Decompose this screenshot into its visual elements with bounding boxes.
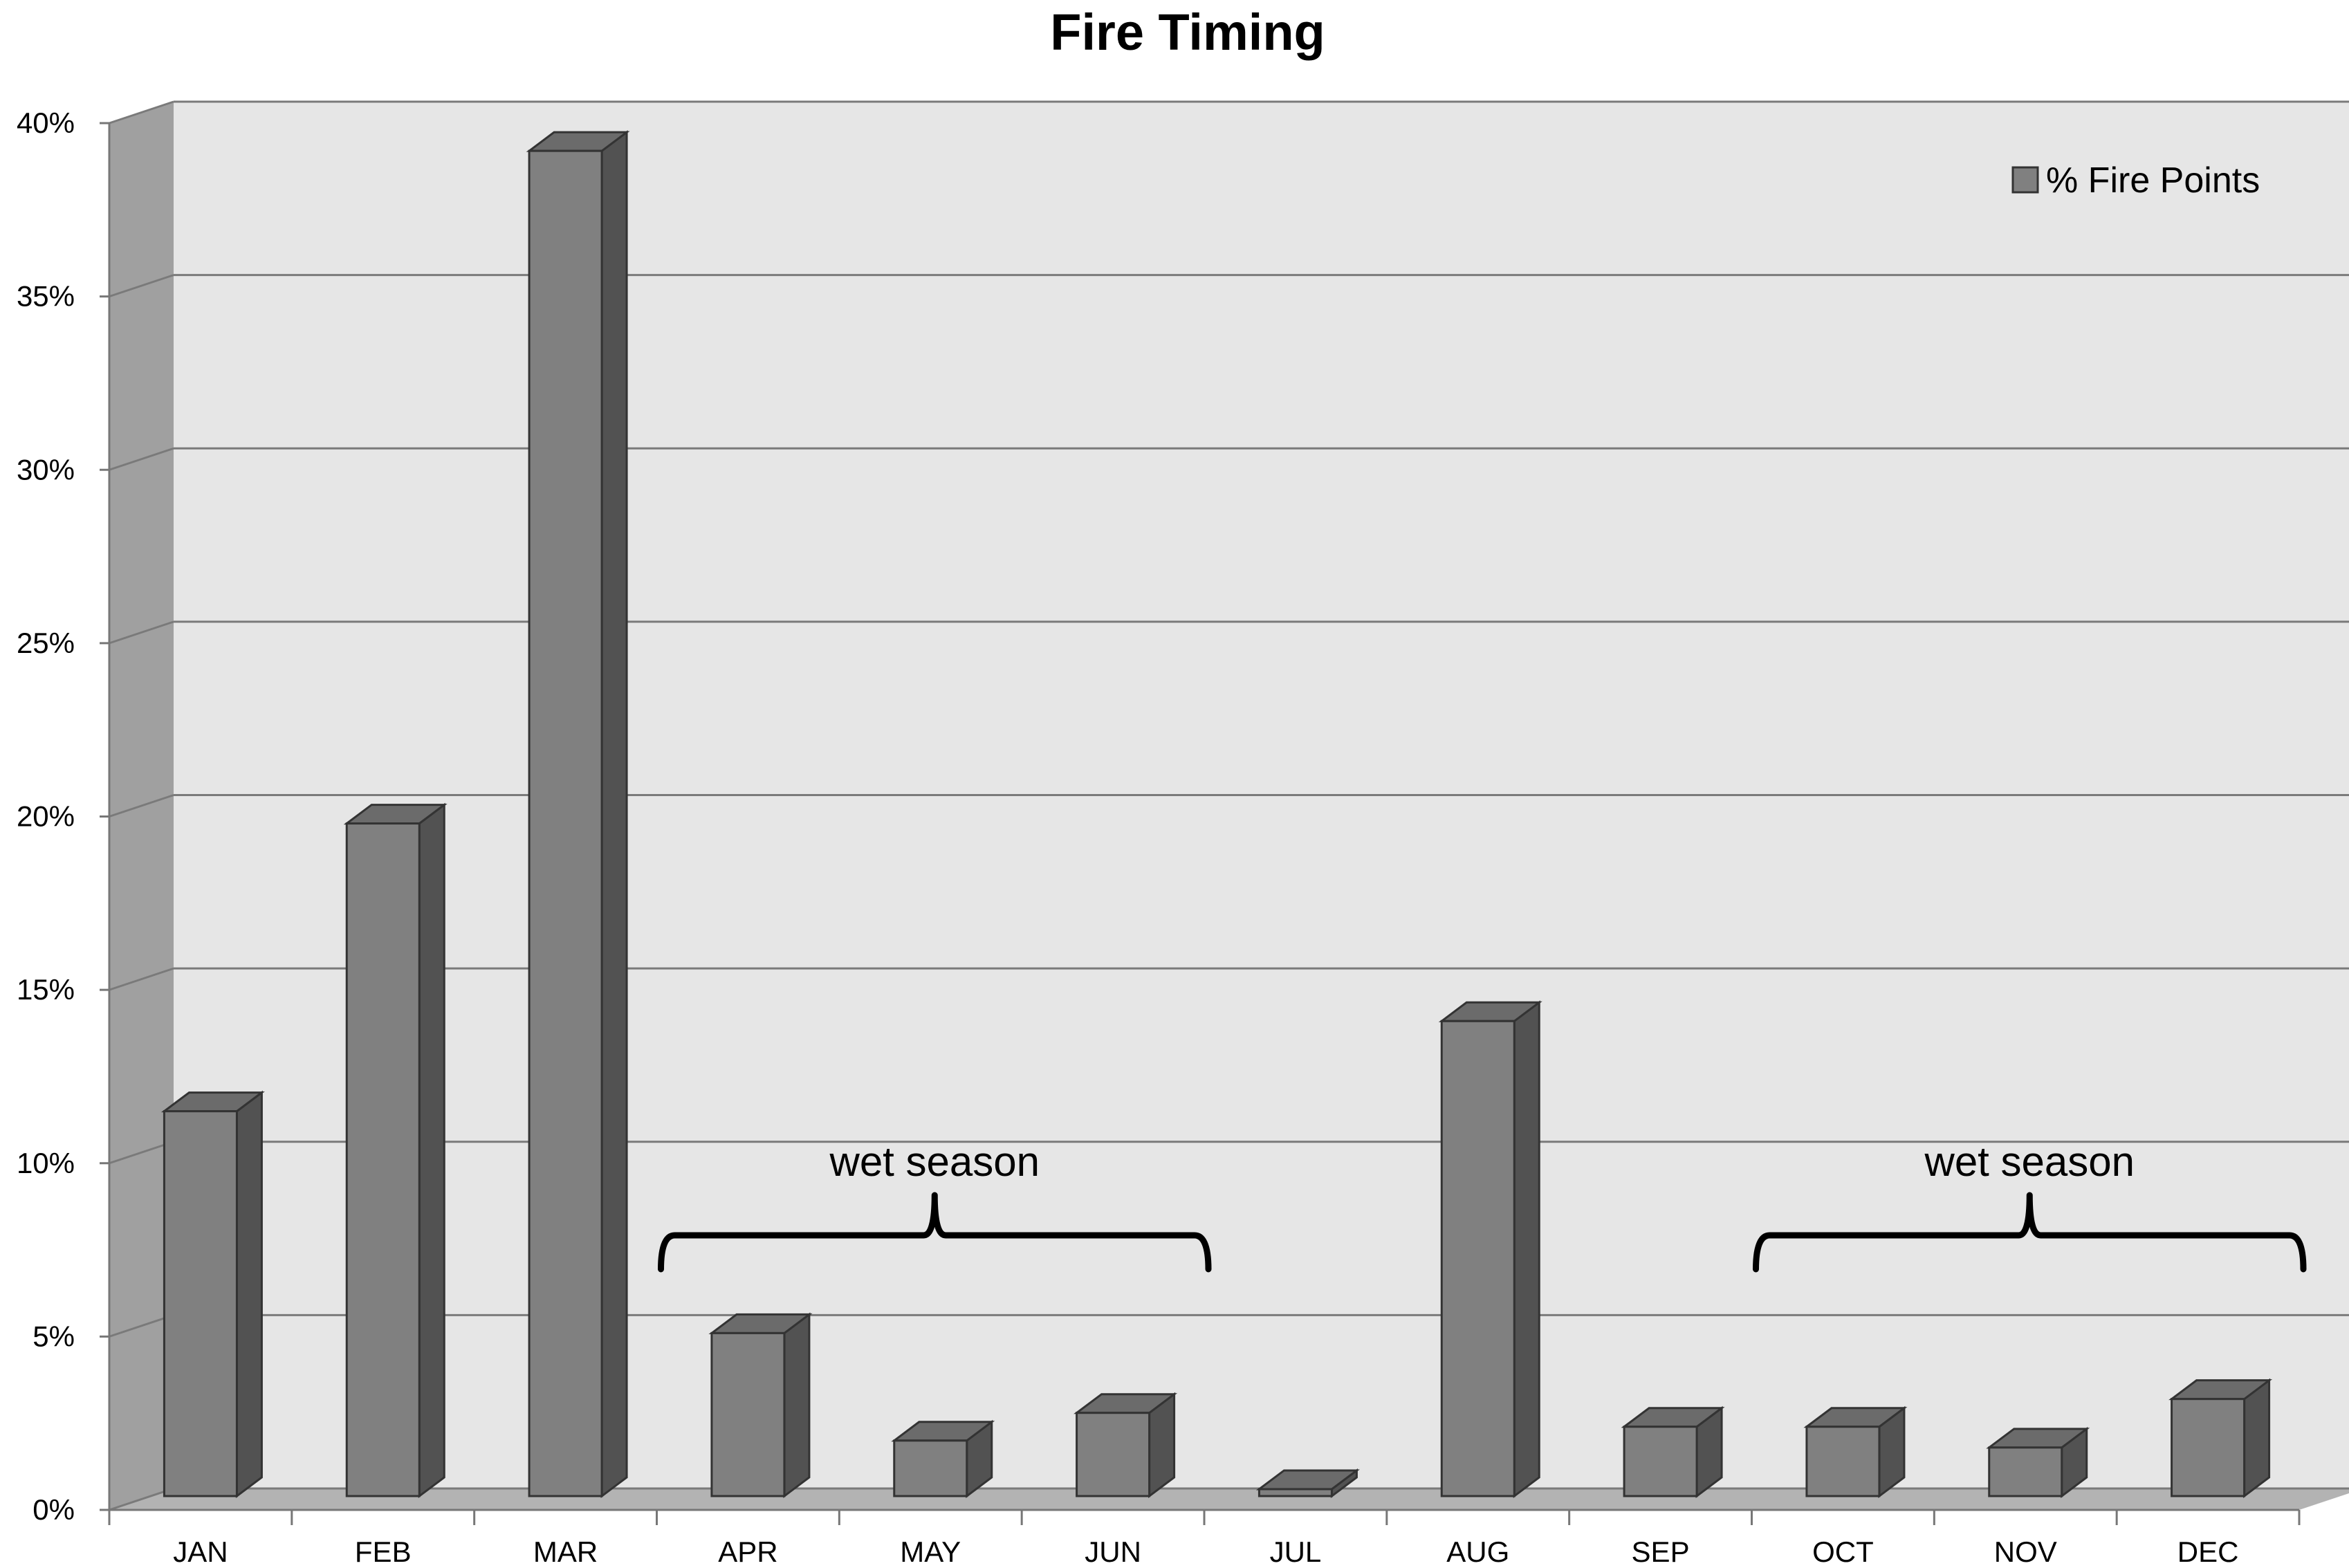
- y-tick-label: 5%: [33, 1320, 75, 1352]
- bar-front: [1258, 1488, 1333, 1497]
- gridline-side: [109, 794, 174, 818]
- bar-side: [235, 1090, 263, 1498]
- bar: [343, 802, 448, 1498]
- x-tick-label: JUL: [1270, 1535, 1322, 1568]
- gridline-side: [109, 1487, 174, 1511]
- y-tick-label: 15%: [17, 973, 75, 1006]
- bar: [708, 1312, 813, 1498]
- bar: [526, 130, 630, 1498]
- x-tick-label: DEC: [2177, 1535, 2239, 1568]
- bar: [1621, 1405, 1725, 1498]
- y-tick-label: 0%: [33, 1493, 75, 1526]
- bar-front: [345, 822, 421, 1497]
- x-tick-label: SEP: [1632, 1535, 1690, 1568]
- axes: 0% 5% 10% 15% 20% 25% 30% 35% 40% JAN FEB MAR APR MAY…: [17, 107, 2301, 1568]
- bar-front: [2171, 1398, 2246, 1497]
- legend-swatch: [2011, 166, 2039, 194]
- gridline-side: [109, 100, 174, 124]
- bar-front: [1805, 1426, 1881, 1497]
- bar-front: [1440, 1020, 1516, 1497]
- bar-side: [783, 1312, 811, 1498]
- annotation-label: wet season: [829, 1138, 1040, 1185]
- gridline-side: [109, 1141, 174, 1165]
- gridline-side: [109, 620, 174, 645]
- bar-side: [2243, 1378, 2271, 1498]
- x-tick-label: MAY: [900, 1535, 961, 1568]
- x-tick-label: APR: [718, 1535, 777, 1568]
- x-tick-label: JUN: [1085, 1535, 1141, 1568]
- bar-side: [600, 130, 628, 1498]
- annotations: wet season wet season: [658, 1138, 2307, 1273]
- x-tick-label: AUG: [1446, 1535, 1509, 1568]
- bar: [160, 1090, 265, 1498]
- brace: [1753, 1192, 2307, 1273]
- x-tick-label: JAN: [173, 1535, 228, 1568]
- bar: [1255, 1468, 1360, 1498]
- gridline-side: [109, 1313, 174, 1338]
- bar: [2168, 1378, 2273, 1498]
- bar-front: [710, 1331, 786, 1497]
- y-tick-label: 30%: [17, 453, 75, 486]
- wet-season-annotation: wet season: [658, 1138, 1212, 1273]
- bar: [891, 1419, 995, 1498]
- bar: [1986, 1426, 2090, 1498]
- bars: [160, 130, 2273, 1498]
- chart-title: Fire Timing: [1050, 3, 1325, 61]
- y-tick-label: 40%: [17, 107, 75, 139]
- bar-front: [1988, 1446, 2063, 1497]
- floor: [109, 1488, 2349, 1510]
- y-tick-label: 20%: [17, 800, 75, 833]
- legend-label: % Fire Points: [2046, 160, 2260, 201]
- bar-front: [163, 1110, 238, 1497]
- bar: [1074, 1392, 1178, 1498]
- bar: [1438, 1000, 1542, 1498]
- brace: [658, 1192, 1212, 1273]
- y-tick-label: 10%: [17, 1147, 75, 1179]
- bar: [1803, 1405, 1908, 1498]
- y-tick-label: 25%: [17, 627, 75, 659]
- bar-front: [1623, 1426, 1698, 1497]
- bar-front: [528, 149, 603, 1497]
- legend: % Fire Points: [2011, 160, 2260, 201]
- annotation-label: wet season: [1924, 1138, 2135, 1185]
- gridline-side: [109, 274, 174, 298]
- x-tick-label: FEB: [355, 1535, 412, 1568]
- x-tick-label: NOV: [1994, 1535, 2057, 1568]
- bar-front: [1076, 1412, 1151, 1497]
- y-tick-label: 35%: [17, 280, 75, 313]
- bar-side: [418, 802, 445, 1498]
- x-tick-label: MAR: [533, 1535, 598, 1568]
- gridline-side: [109, 447, 174, 471]
- gridline-side: [109, 967, 174, 991]
- bar-front: [893, 1439, 968, 1497]
- bar-side: [1513, 1000, 1540, 1498]
- x-tick-label: OCT: [1812, 1535, 1874, 1568]
- wet-season-annotation: wet season: [1753, 1138, 2307, 1273]
